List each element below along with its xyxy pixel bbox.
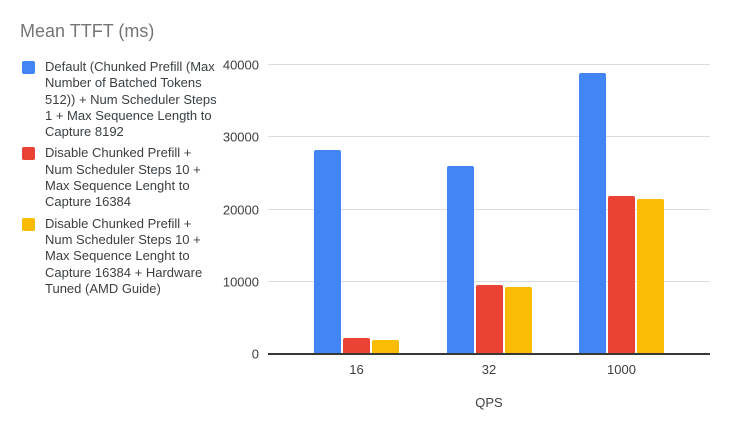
bar-series2-qps16 — [343, 338, 370, 354]
bar-groups-container: 16 32 1000 — [268, 65, 710, 377]
legend-color-swatch — [22, 147, 35, 161]
legend-color-swatch — [22, 217, 35, 231]
bar-series1-qps16 — [314, 149, 341, 354]
x-axis-tick-label: 32 — [481, 362, 497, 377]
y-axis-tick-label: 10000 — [222, 274, 259, 290]
bar-series1-qps1000 — [579, 72, 606, 354]
legend-item-label: Default (Chunked Prefill (Max Number of … — [45, 59, 217, 140]
legend-item-label: Disable Chunked Prefill + Num Scheduler … — [45, 215, 203, 296]
bar-series3-qps16 — [372, 339, 399, 354]
legend-item: Default (Chunked Prefill (Max Number of … — [22, 59, 222, 140]
bar-series3-qps32 — [504, 286, 532, 354]
legend-item-label: Disable Chunked Prefill + Num Scheduler … — [45, 145, 201, 210]
x-axis-line — [268, 353, 710, 355]
legend-item: Disable Chunked Prefill + Num Scheduler … — [22, 145, 222, 210]
gridline-40000 — [268, 64, 710, 65]
chart-title: Mean TTFT (ms) — [20, 21, 155, 41]
y-axis-tick-label: 40000 — [222, 57, 259, 73]
legend-item: Disable Chunked Prefill + Num Scheduler … — [22, 216, 222, 297]
plot-area: 16 32 1000 0 10000 20000 30000 40000 — [223, 58, 710, 377]
gridline-30000 — [268, 136, 710, 138]
bar-series3-qps1000 — [637, 198, 664, 354]
bar-group-qps-16: 16 — [314, 65, 399, 377]
bar-series2-qps1000 — [608, 195, 635, 354]
bar-group-qps-32: 32 — [446, 65, 532, 377]
bar-group-qps-1000: 1000 — [579, 65, 664, 377]
y-axis-tick-label: 20000 — [222, 202, 259, 217]
chart-legend: Default (Chunked Prefill (Max Number of … — [22, 59, 222, 302]
x-axis-tick-label: 16 — [349, 362, 364, 377]
gridline-20000 — [268, 208, 710, 210]
x-axis-title: QPS — [475, 395, 503, 410]
y-axis-tick-label: 30000 — [222, 129, 259, 145]
x-axis-tick-label: 1000 — [607, 362, 636, 377]
legend-color-swatch — [22, 61, 35, 74]
gridline-10000 — [268, 280, 710, 282]
bar-series1-qps32 — [446, 166, 474, 354]
y-axis-tick-label: 0 — [251, 346, 259, 362]
bar-series2-qps32 — [475, 285, 503, 354]
